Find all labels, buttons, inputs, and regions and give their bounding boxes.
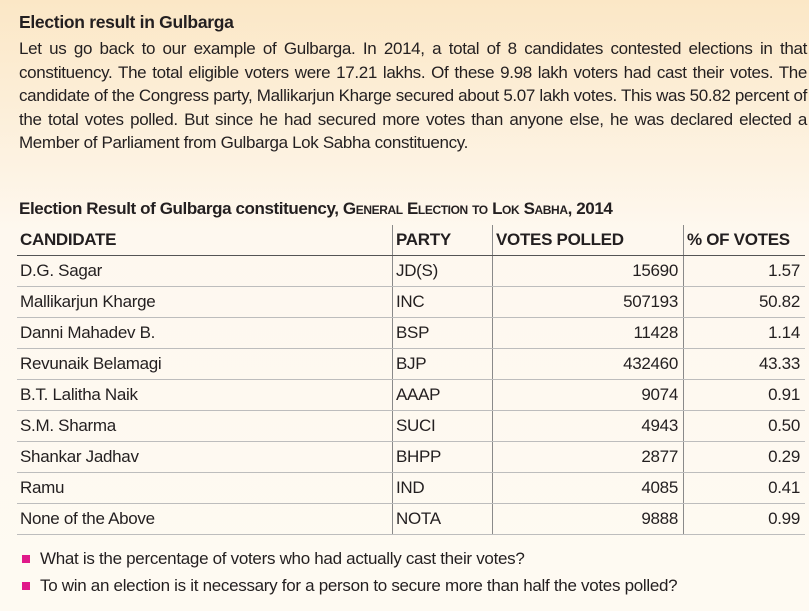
percent-cell: 0.99 <box>683 503 805 535</box>
votes-cell: 11428 <box>492 317 684 349</box>
votes-cell: 4943 <box>492 410 684 442</box>
question-item: To win an election is it necessary for a… <box>22 572 678 599</box>
header-party: PARTY <box>392 225 493 256</box>
box-heading: Election result in Gulbarga <box>19 12 234 32</box>
percent-cell: 0.50 <box>683 410 805 442</box>
question-item: What is the percentage of voters who had… <box>22 545 677 572</box>
table-row: Mallikarjun Kharge INC 507193 50.82 <box>17 286 805 318</box>
candidate-cell: S.M. Sharma <box>17 410 393 442</box>
question-text: To win an election is it necessary for a… <box>40 575 678 595</box>
table-row: B.T. Lalitha Naik AAAP 9074 0.91 <box>17 379 805 411</box>
header-votes-polled: VOTES POLLED <box>492 225 684 256</box>
box-paragraph: Let us go back to our example of Gulbarg… <box>19 39 807 152</box>
party-cell: BSP <box>392 317 493 349</box>
candidate-cell: Ramu <box>17 472 393 504</box>
table-row: S.M. Sharma SUCI 4943 0.50 <box>17 410 805 442</box>
header-percent-of-votes: % OF VOTES <box>683 225 805 256</box>
candidate-cell: B.T. Lalitha Naik <box>17 379 393 411</box>
table-row: Danni Mahadev B. BSP 11428 1.14 <box>17 317 805 349</box>
votes-cell: 507193 <box>492 286 684 318</box>
election-results-table: CANDIDATE PARTY VOTES POLLED % OF VOTES … <box>17 225 805 535</box>
party-cell: SUCI <box>392 410 493 442</box>
table-caption-year: , 2014 <box>567 199 613 218</box>
header-candidate: CANDIDATE <box>17 225 393 256</box>
question-text: What is the percentage of voters who had… <box>40 548 525 568</box>
percent-cell: 50.82 <box>683 286 805 318</box>
table-row: Shankar Jadhav BHPP 2877 0.29 <box>17 441 805 473</box>
table-row: None of the Above NOTA 9888 0.99 <box>17 503 805 535</box>
percent-cell: 0.41 <box>683 472 805 504</box>
table-caption-main: Election Result of Gulbarga constituency… <box>19 199 343 218</box>
table-caption-smallcaps: General Election to Lok Sabha <box>342 199 568 218</box>
percent-cell: 43.33 <box>683 348 805 380</box>
percent-cell: 0.29 <box>683 441 805 473</box>
table-row: D.G. Sagar JD(S) 15690 1.57 <box>17 255 805 287</box>
votes-cell: 432460 <box>492 348 684 380</box>
votes-cell: 4085 <box>492 472 684 504</box>
party-cell: INC <box>392 286 493 318</box>
candidate-cell: D.G. Sagar <box>17 255 393 287</box>
party-cell: JD(S) <box>392 255 493 287</box>
party-cell: AAAP <box>392 379 493 411</box>
votes-cell: 9888 <box>492 503 684 535</box>
party-cell: BHPP <box>392 441 493 473</box>
party-cell: NOTA <box>392 503 493 535</box>
table-row: Ramu IND 4085 0.41 <box>17 472 805 504</box>
party-cell: BJP <box>392 348 493 380</box>
question-list: What is the percentage of voters who had… <box>22 545 678 599</box>
percent-cell: 0.91 <box>683 379 805 411</box>
candidate-cell: Revunaik Belamagi <box>17 348 393 380</box>
percent-cell: 1.14 <box>683 317 805 349</box>
percent-cell: 1.57 <box>683 255 805 287</box>
table-caption: Election Result of Gulbarga constituency… <box>19 199 613 219</box>
table-header-row: CANDIDATE PARTY VOTES POLLED % OF VOTES <box>17 225 805 256</box>
candidate-cell: Danni Mahadev B. <box>17 317 393 349</box>
votes-cell: 2877 <box>492 441 684 473</box>
candidate-cell: Shankar Jadhav <box>17 441 393 473</box>
party-cell: IND <box>392 472 493 504</box>
votes-cell: 9074 <box>492 379 684 411</box>
table-row: Revunaik Belamagi BJP 432460 43.33 <box>17 348 805 380</box>
square-bullet-icon <box>22 581 30 590</box>
square-bullet-icon <box>22 554 30 563</box>
candidate-cell: None of the Above <box>17 503 393 535</box>
votes-cell: 15690 <box>492 255 684 287</box>
candidate-cell: Mallikarjun Kharge <box>17 286 393 318</box>
